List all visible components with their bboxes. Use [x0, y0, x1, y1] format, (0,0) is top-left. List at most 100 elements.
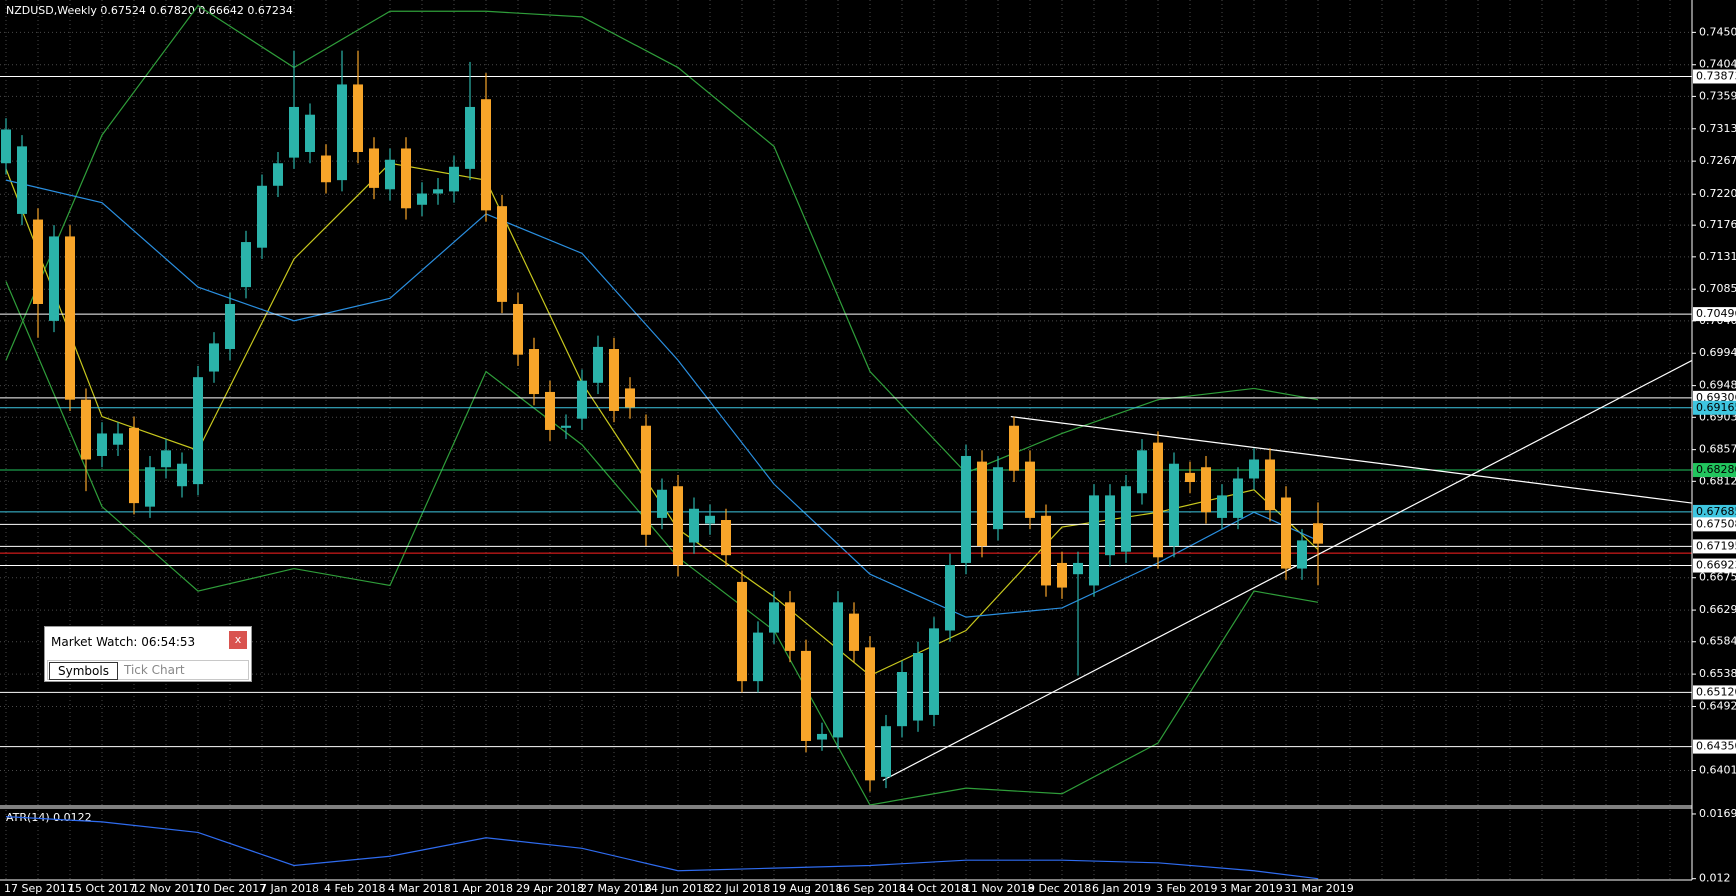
level-label: 0.67685	[1696, 505, 1736, 518]
level-label-box	[1693, 517, 1736, 532]
trend-line	[1010, 415, 1692, 504]
candle-body	[33, 219, 43, 304]
candle-body	[657, 489, 667, 518]
candle-body	[241, 242, 251, 288]
candle-body	[385, 159, 395, 190]
candle-body	[753, 632, 763, 682]
level-label: 0.73873	[1696, 69, 1736, 82]
candle-body	[1025, 461, 1035, 518]
candle-body	[417, 193, 427, 205]
candle-body	[689, 508, 699, 543]
market-watch[interactable]: Market Watch: 06:54:53 x Symbols Tick Ch…	[44, 626, 252, 682]
level-label-box	[1693, 69, 1736, 84]
x-tick-label: 19 Aug 2018	[772, 882, 842, 895]
candle-body	[209, 343, 219, 372]
candle-body	[945, 565, 955, 631]
candle-body	[545, 391, 555, 430]
candle-body	[337, 84, 347, 181]
candle-body	[49, 236, 59, 321]
candle-body	[1313, 523, 1323, 544]
level-label-box	[1693, 539, 1736, 554]
x-tick-label: 14 Oct 2018	[900, 882, 968, 895]
x-tick-label: 10 Dec 2017	[196, 882, 266, 895]
candle-body	[977, 461, 987, 547]
x-tick-label: 11 Nov 2018	[964, 882, 1034, 895]
candle-body	[433, 189, 443, 194]
x-tick-label: 7 Jan 2018	[260, 882, 319, 895]
tab[interactable]: Tick Chart	[124, 663, 185, 677]
candle-body	[769, 602, 779, 633]
chart-title: NZDUSD,Weekly 0.67524 0.67820 0.66642 0.…	[6, 4, 293, 17]
x-tick-label: 1 Apr 2018	[452, 882, 513, 895]
candle-body	[913, 653, 923, 721]
candle-body	[289, 106, 299, 158]
level-label: 0.67508	[1696, 517, 1736, 530]
candle-body	[1249, 459, 1259, 479]
candle-body	[1073, 562, 1083, 575]
candle-body	[817, 733, 827, 740]
x-tick-label: 27 May 2018	[580, 882, 652, 895]
level-label: 0.64350	[1696, 740, 1736, 753]
close-button[interactable]: x	[229, 631, 247, 649]
x-tick-label: 16 Sep 2018	[836, 882, 906, 895]
x-tick-label: 31 Mar 2019	[1284, 882, 1354, 895]
candle-body	[673, 486, 683, 566]
candle-body	[1121, 486, 1131, 552]
indicator-line	[5, 4, 1319, 474]
level-label: 0.67195	[1696, 539, 1736, 552]
candle-body	[561, 425, 571, 428]
candle-body	[1009, 425, 1019, 471]
level-label: 0.69165	[1696, 401, 1736, 414]
candle-body	[593, 346, 603, 383]
candle-body	[849, 613, 859, 651]
candle-body	[369, 148, 379, 188]
atr-line	[5, 816, 1319, 880]
candle-body	[929, 628, 939, 715]
candle-body	[1217, 495, 1227, 518]
candle-body	[1265, 459, 1275, 511]
candle-body	[465, 106, 475, 169]
tab[interactable]: Symbols	[49, 662, 118, 680]
level-label-box	[1693, 463, 1736, 478]
candle-body	[353, 84, 363, 152]
candle-body	[881, 726, 891, 777]
candle-body	[705, 515, 715, 524]
level-label-box	[1693, 307, 1736, 322]
candle-body	[273, 163, 283, 186]
x-tick-label: 12 Nov 2017	[132, 882, 202, 895]
trend-line	[882, 359, 1692, 781]
level-label-box	[1693, 504, 1736, 519]
candle-body	[1185, 472, 1195, 483]
level-label: 0.66923	[1696, 559, 1736, 572]
candle-body	[1041, 515, 1051, 586]
candle-body	[497, 206, 507, 302]
candle-body	[225, 303, 235, 350]
candle-body	[1169, 463, 1179, 547]
x-tick-label: 4 Mar 2018	[388, 882, 451, 895]
candle-body	[161, 450, 171, 468]
x-tick-label: 4 Feb 2018	[324, 882, 385, 895]
candle-body	[961, 455, 971, 563]
candle-body	[801, 650, 811, 741]
candle-body	[481, 99, 491, 211]
market-watch-title: Market Watch: 06:54:53	[51, 635, 196, 649]
candle-body	[641, 425, 651, 535]
candle-body	[305, 114, 315, 152]
candle-body	[401, 148, 411, 209]
candle-body	[1089, 495, 1099, 586]
